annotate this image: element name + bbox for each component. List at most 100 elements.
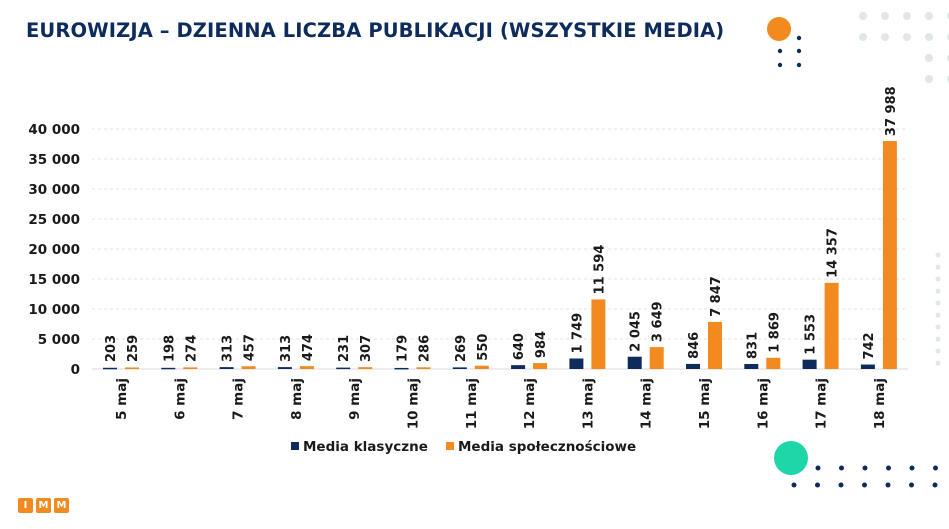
data-label: 203 <box>104 335 119 362</box>
data-label: 313 <box>279 335 294 362</box>
x-tick-label: 10 maj <box>406 378 422 429</box>
decor-dot <box>815 465 821 471</box>
y-tick-label: 25 000 <box>28 212 80 228</box>
bar-spolecznosciowe <box>649 347 664 369</box>
decor-dot <box>935 348 941 354</box>
decor-dot <box>925 75 933 83</box>
bar-spolecznosciowe <box>708 321 722 369</box>
data-label: 457 <box>243 334 258 361</box>
decor-dot <box>935 252 941 258</box>
decor-dot <box>935 336 941 342</box>
logo-letter: M <box>36 498 51 513</box>
decor-dot <box>935 264 941 270</box>
x-tick-label: 5 maj <box>114 378 130 420</box>
decor-dot <box>909 482 914 488</box>
decor-dot <box>777 48 783 54</box>
decor-circle-teal <box>774 441 808 475</box>
decor-dot <box>932 482 938 488</box>
decor-dot <box>796 35 802 41</box>
decor-dot <box>925 33 933 41</box>
data-label: 2 045 <box>629 311 644 352</box>
decor-dot <box>862 482 867 488</box>
data-label: 313 <box>221 335 236 362</box>
decor-dot <box>935 324 941 330</box>
data-label: 742 <box>862 332 877 359</box>
bar-spolecznosciowe <box>416 367 431 369</box>
bar-spolecznosciowe <box>882 141 897 369</box>
y-tick-label: 10 000 <box>28 302 80 318</box>
decor-dot <box>815 482 820 488</box>
y-tick-label: 15 000 <box>28 272 80 288</box>
data-label: 259 <box>126 335 141 362</box>
decor-dot <box>935 300 941 306</box>
decor-dot <box>777 62 783 68</box>
y-tick-label: 20 000 <box>28 242 80 258</box>
bar-klasyczne <box>802 359 817 369</box>
decor-dot <box>935 360 941 366</box>
data-label: 984 <box>534 331 549 358</box>
imm-logo: I M M <box>18 498 69 513</box>
data-label: 7 847 <box>709 276 724 317</box>
bar-spolecznosciowe <box>766 357 781 369</box>
y-tick-label: 0 <box>71 362 80 378</box>
bar-klasyczne <box>860 364 875 369</box>
bar-spolecznosciowe <box>591 299 606 369</box>
x-tick-label: 11 maj <box>464 378 480 429</box>
decor-dot <box>925 54 933 62</box>
decor-dot <box>933 465 938 471</box>
decor-dot <box>859 12 867 20</box>
x-tick-label: 9 maj <box>347 378 363 420</box>
bar-spolecznosciowe <box>533 363 548 369</box>
data-label: 846 <box>687 332 702 359</box>
decor-dot <box>903 33 911 41</box>
data-label: 37 988 <box>884 86 899 136</box>
y-tick-label: 35 000 <box>28 152 80 168</box>
bar-klasyczne <box>161 367 176 370</box>
data-label: 274 <box>184 335 199 362</box>
decor-dot <box>838 482 844 488</box>
legend-swatch <box>291 442 299 450</box>
decor-dot <box>862 465 868 471</box>
decor-dot <box>886 465 891 471</box>
y-tick-label: 40 000 <box>28 122 80 138</box>
x-tick-label: 18 maj <box>872 378 888 429</box>
data-label: 231 <box>337 335 352 362</box>
decor-dot <box>909 465 915 471</box>
data-label: 1 869 <box>767 312 782 353</box>
x-tick-label: 14 maj <box>639 378 655 429</box>
decor-dot <box>839 465 844 471</box>
legend-swatch <box>446 442 454 450</box>
data-label: 1 553 <box>804 314 819 355</box>
bar-klasyczne <box>627 356 642 369</box>
logo-letter: I <box>18 498 33 513</box>
bar-klasyczne <box>277 367 292 369</box>
bar-spolecznosciowe <box>125 367 139 369</box>
x-tick-label: 7 maj <box>231 378 247 420</box>
bar-spolecznosciowe <box>824 282 839 369</box>
bar-klasyczne <box>394 367 409 370</box>
decor-dot <box>935 276 941 282</box>
data-label: 474 <box>301 334 316 361</box>
data-label: 550 <box>476 334 491 361</box>
chart-title: EUROWIZJA – DZIENNA LICZBA PUBLIKACJI (W… <box>26 19 725 42</box>
bar-spolecznosciowe <box>474 365 489 369</box>
x-tick-label: 13 maj <box>580 378 596 429</box>
decor-dot <box>796 48 802 54</box>
bar-spolecznosciowe <box>299 366 314 369</box>
logo-letter: M <box>54 498 69 513</box>
data-label: 179 <box>396 335 411 362</box>
decor-dot <box>935 312 941 318</box>
data-label: 307 <box>359 335 374 362</box>
y-tick-label: 30 000 <box>28 182 80 198</box>
decor-dot <box>859 33 867 41</box>
bar-klasyczne <box>744 364 759 369</box>
data-label: 3 649 <box>651 301 666 342</box>
bar-klasyczne <box>336 367 351 370</box>
x-tick-label: 8 maj <box>289 378 305 420</box>
x-tick-label: 15 maj <box>697 378 713 429</box>
decor-dot <box>881 33 889 41</box>
decor-dot <box>935 288 941 294</box>
bar-klasyczne <box>103 367 117 370</box>
data-label: 269 <box>454 335 469 362</box>
